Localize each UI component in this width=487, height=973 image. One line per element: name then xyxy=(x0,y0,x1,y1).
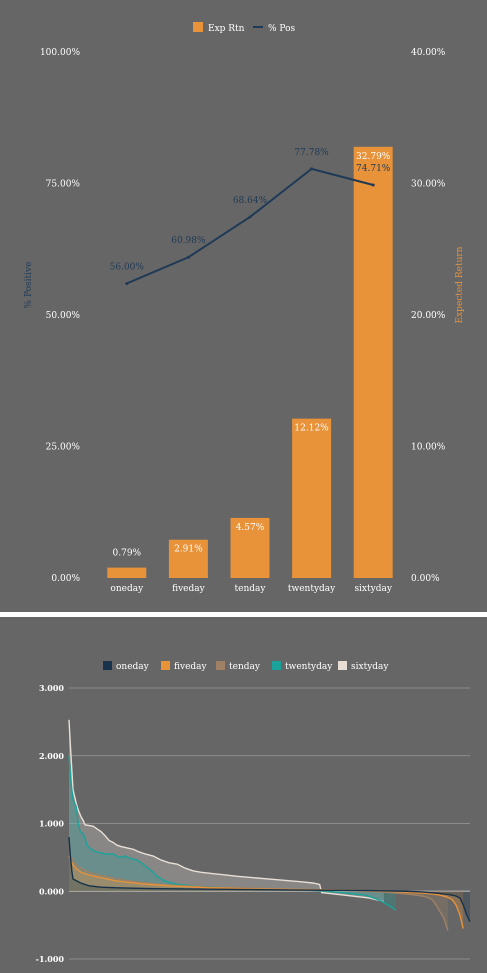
right-axis-title: Expected Return xyxy=(455,246,465,323)
line-pct-pos xyxy=(126,167,374,285)
area-chart-panel: oneday fiveday tenday twentyday sixtyday -1.0… xyxy=(0,617,487,969)
x-axis-tick-label: fiveday xyxy=(172,584,206,594)
bar-data-label: 2.91% xyxy=(174,545,203,555)
area-sixtyday xyxy=(69,719,384,902)
legend-label-twentyday: twentyday xyxy=(285,662,333,672)
legend-swatch-oneday xyxy=(103,661,112,670)
bar-sixtyday xyxy=(353,146,393,578)
legend-label-sixtyday: sixtyday xyxy=(351,662,389,672)
line-point-sixtyday xyxy=(371,183,375,187)
bar-twentyday xyxy=(292,418,332,578)
legend-swatch-tenday xyxy=(216,661,225,670)
y-axis-tick-label: 3.000 xyxy=(39,683,64,693)
combo-chart-panel: Exp Rtn % Pos 0.00% 25.00% 50.00% 75.00% 100.0… xyxy=(24,22,465,594)
bar-data-label: 32.79% xyxy=(356,152,391,162)
area-twentyday xyxy=(69,755,396,911)
right-axis-tick-label: 10.00% xyxy=(411,443,446,453)
line-data-label: 56.00% xyxy=(110,262,145,272)
bar-data-label: 4.57% xyxy=(236,523,265,533)
line-point-fiveday xyxy=(186,255,190,259)
bar-fiveday xyxy=(168,539,208,578)
bar-data-label: 0.79% xyxy=(113,549,142,559)
legend-swatch-exp-rtn xyxy=(193,22,203,32)
line-point-oneday xyxy=(125,281,129,285)
line-data-label: 68.64% xyxy=(233,196,268,206)
bar-data-label: 12.12% xyxy=(294,424,329,434)
bar-tenday xyxy=(230,517,270,578)
x-axis-tick-label: twentyday xyxy=(288,584,336,594)
legend-label-tenday: tenday xyxy=(229,662,261,672)
combo-chart: Exp Rtn % Pos 0.00% 25.00% 50.00% 75.00% 100.0… xyxy=(24,22,465,594)
legend-swatch-twentyday xyxy=(272,661,281,670)
right-axis-tick-label: 20.00% xyxy=(411,311,446,321)
line-point-twentyday xyxy=(310,167,314,171)
chart-divider xyxy=(0,612,487,617)
left-axis-tick-label: 25.00% xyxy=(46,443,81,453)
left-axis-tick-label: 0.00% xyxy=(51,574,80,584)
bar-oneday xyxy=(107,567,147,578)
x-axis-tick-label: tenday xyxy=(235,584,267,594)
series-line-oneday xyxy=(68,837,471,923)
y-axis-tick-label: 1.000 xyxy=(39,819,64,829)
x-axis-tick-label: sixtyday xyxy=(354,584,392,594)
y-axis-tick-label: 2.000 xyxy=(39,751,64,761)
left-axis-tick-label: 50.00% xyxy=(46,311,81,321)
series-line-sixtyday xyxy=(68,719,384,903)
legend-label-exp-rtn: Exp Rtn xyxy=(208,24,245,34)
area-chart: oneday fiveday tenday twentyday sixtyday -1.0… xyxy=(36,661,471,964)
legend-swatch-fiveday xyxy=(161,661,170,670)
line-data-label: 60.98% xyxy=(171,236,206,246)
right-axis-tick-label: 40.00% xyxy=(411,48,446,58)
legend-label-oneday: oneday xyxy=(116,662,150,672)
x-axis-tick-label: oneday xyxy=(110,584,144,594)
y-axis-tick-label: -1.000 xyxy=(36,954,65,964)
right-axis-tick-label: 0.00% xyxy=(411,574,440,584)
left-axis-title: % Positive xyxy=(24,262,34,309)
series-line-twentyday xyxy=(68,755,397,911)
legend-label-fiveday: fiveday xyxy=(174,662,208,672)
left-axis-tick-label: 75.00% xyxy=(46,180,81,190)
line-data-label: 77.78% xyxy=(294,148,329,158)
right-axis-tick-label: 30.00% xyxy=(411,180,446,190)
legend-label-pct-pos: % Pos xyxy=(268,24,296,34)
legend-swatch-sixtyday xyxy=(338,661,347,670)
line-point-tenday xyxy=(248,215,252,219)
y-axis-tick-label: 0.000 xyxy=(39,886,64,896)
line-data-label: 74.71% xyxy=(356,164,391,174)
left-axis-tick-label: 100.00% xyxy=(40,48,80,58)
